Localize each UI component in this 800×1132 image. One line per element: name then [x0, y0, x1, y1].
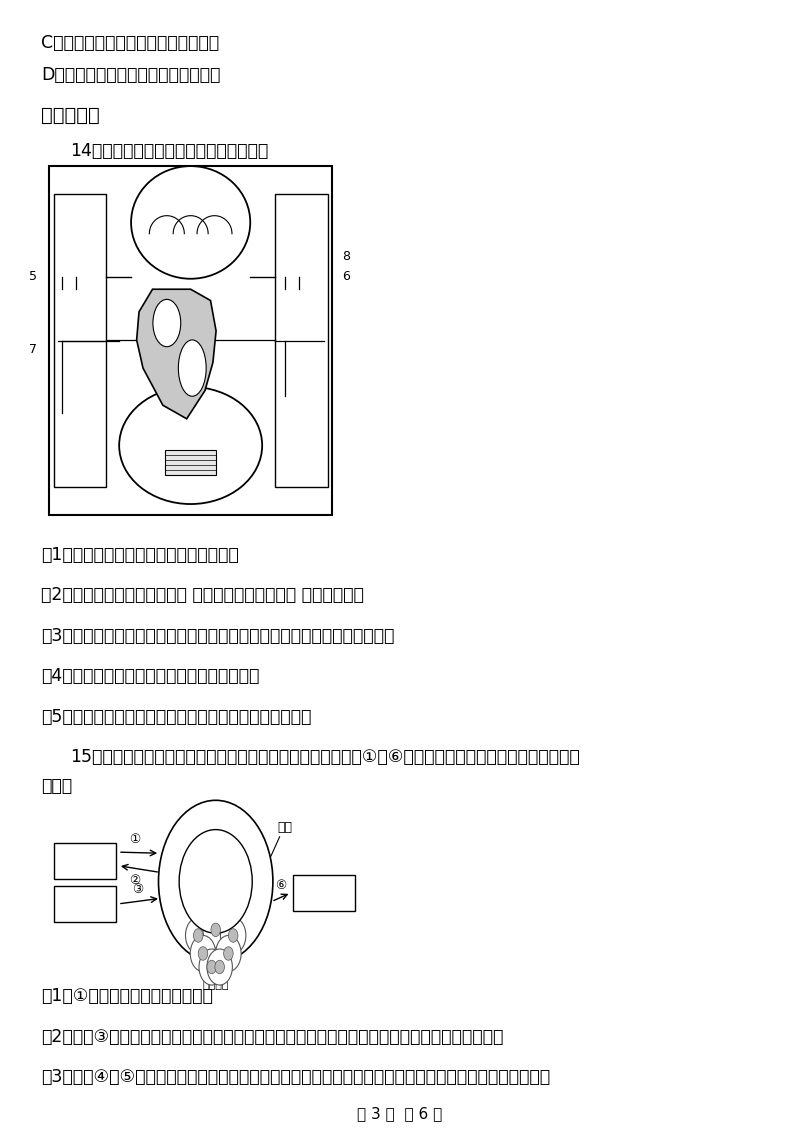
Text: ②: ②: [130, 874, 141, 886]
Text: 肺泡: 肺泡: [185, 206, 197, 216]
Text: （1）①表示的气体名称是＿＿＿。: （1）①表示的气体名称是＿＿＿。: [41, 987, 213, 1005]
Text: 6: 6: [342, 271, 350, 283]
Circle shape: [221, 917, 246, 953]
FancyBboxPatch shape: [54, 843, 116, 880]
FancyBboxPatch shape: [166, 451, 216, 474]
Circle shape: [224, 946, 233, 960]
Circle shape: [216, 935, 241, 971]
Text: 3: 3: [184, 335, 190, 344]
Text: 7: 7: [29, 343, 37, 357]
Text: 呼吸系统: 呼吸系统: [72, 856, 98, 866]
Circle shape: [207, 949, 232, 985]
Text: 组织细胞: 组织细胞: [202, 980, 229, 990]
Circle shape: [211, 923, 221, 936]
Text: ③: ③: [132, 883, 143, 897]
Text: 2: 2: [170, 358, 176, 367]
Text: D．人打点滴时，针头需刺入毛细血管: D．人打点滴时，针头需刺入毛细血管: [41, 66, 220, 84]
Text: N: N: [138, 441, 147, 454]
Text: ⑥: ⑥: [276, 880, 287, 892]
Text: ①: ①: [130, 833, 141, 846]
Circle shape: [207, 960, 217, 974]
Circle shape: [186, 917, 211, 953]
Circle shape: [190, 935, 216, 971]
Circle shape: [179, 830, 252, 933]
Text: C．人体内数量最多的血管是毛细血管: C．人体内数量最多的血管是毛细血管: [41, 34, 219, 52]
Text: 泌尿系统: 泌尿系统: [310, 887, 337, 898]
Ellipse shape: [131, 166, 250, 278]
Ellipse shape: [119, 387, 262, 504]
Circle shape: [199, 949, 225, 985]
Text: （1）人体输送血液的泵是＿＿＿＿＿＿。: （1）人体输送血液的泵是＿＿＿＿＿＿。: [41, 546, 238, 564]
Text: 14．下图是血液循环示意图，请据图回答: 14．下图是血液循环示意图，请据图回答: [70, 143, 269, 161]
Text: 5: 5: [29, 271, 37, 283]
Circle shape: [158, 800, 273, 962]
Text: 1: 1: [156, 307, 162, 316]
Circle shape: [194, 928, 203, 942]
Text: 15．如图是呼吸、消化、循环、泌尿系统的功能联系示意图，①～⑥表示生理过程或物质，请据图回答下列: 15．如图是呼吸、消化、循环、泌尿系统的功能联系示意图，①～⑥表示生理过程或物质…: [70, 748, 580, 766]
Circle shape: [215, 960, 225, 974]
Text: 血液: 血液: [278, 821, 293, 834]
Text: ④: ④: [188, 933, 199, 945]
Text: 第 3 页  共 6 页: 第 3 页 共 6 页: [358, 1106, 442, 1121]
Ellipse shape: [153, 299, 181, 346]
Text: （5）心脏共＿＿＿＿个心腔；其中肌肉壁最厚是＿＿＿。: （5）心脏共＿＿＿＿个心腔；其中肌肉壁最厚是＿＿＿。: [41, 708, 311, 726]
FancyBboxPatch shape: [275, 195, 328, 487]
Text: ⑤: ⑤: [230, 933, 242, 945]
FancyBboxPatch shape: [54, 886, 116, 921]
FancyBboxPatch shape: [54, 195, 106, 487]
FancyBboxPatch shape: [293, 875, 354, 910]
Text: （4）其中流动脉血的血管有＿＿＿、＿＿＿。: （4）其中流动脉血的血管有＿＿＿、＿＿＿。: [41, 668, 259, 685]
Circle shape: [203, 911, 229, 947]
Text: M: M: [234, 441, 243, 454]
Text: 消化系统: 消化系统: [72, 899, 98, 909]
Text: 8: 8: [342, 250, 350, 263]
Text: （3）在血液循环中，静脉血经过＿＿＿＿循环发生气体交换后变成动脉血。: （3）在血液循环中，静脉血经过＿＿＿＿循环发生气体交换后变成动脉血。: [41, 627, 394, 645]
Circle shape: [229, 928, 238, 942]
PathPatch shape: [137, 290, 216, 419]
Text: （2）体循环的起点是图中的（ ）＿＿＿＿，终点是（ ）＿＿＿＿。: （2）体循环的起点是图中的（ ）＿＿＿＿，终点是（ ）＿＿＿＿。: [41, 586, 364, 604]
Circle shape: [198, 946, 208, 960]
Ellipse shape: [178, 340, 206, 396]
FancyBboxPatch shape: [49, 166, 333, 515]
Text: 问题：: 问题：: [41, 777, 72, 795]
Text: （3）图中④和⑤表示的是物质交换的过程，该过程产生的废物主要通过＿＿＿（填序号）和皮肤排出体外。: （3）图中④和⑤表示的是物质交换的过程，该过程产生的废物主要通过＿＿＿（填序号）…: [41, 1069, 550, 1087]
Text: 组织: 组织: [185, 422, 197, 432]
Text: （2）图中③表示营养物质经消化系统消化后吸收进入循环系统，完成该过程的主要器官是＿＿＿。: （2）图中③表示营养物质经消化系统消化后吸收进入循环系统，完成该过程的主要器官是…: [41, 1028, 503, 1046]
Text: 二、综合题: 二、综合题: [41, 106, 100, 125]
Text: 循环系统: 循环系统: [203, 876, 228, 886]
Text: 4: 4: [194, 375, 200, 384]
